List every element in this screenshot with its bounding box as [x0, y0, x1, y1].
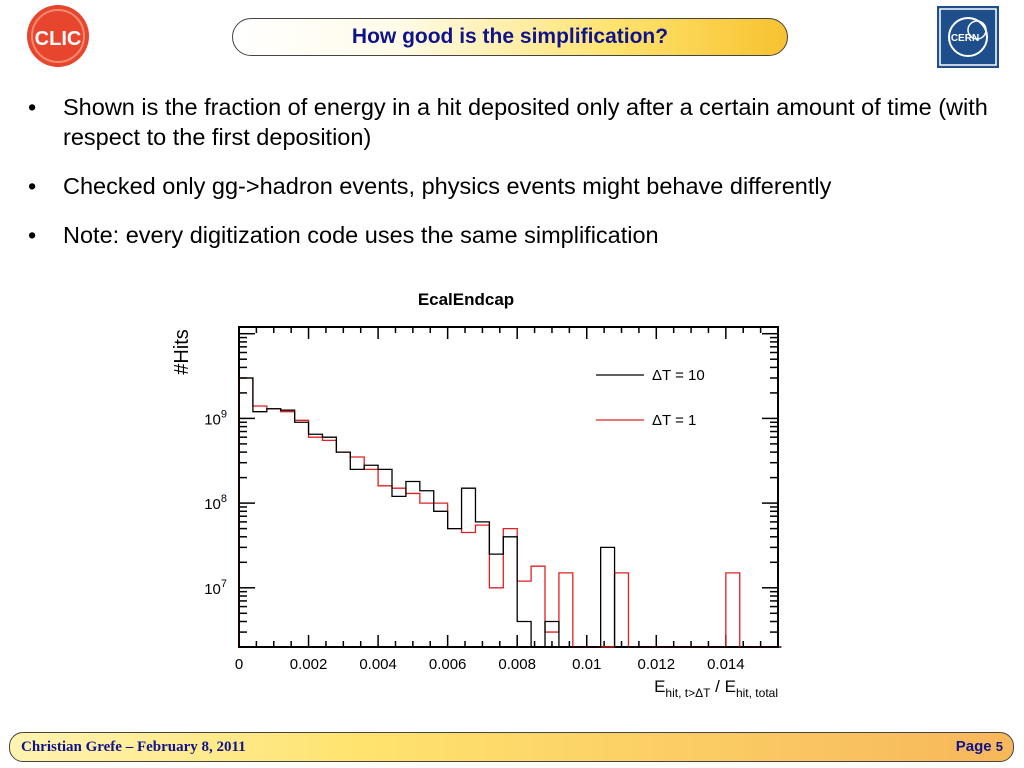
- y-tick-label: 109: [204, 408, 227, 428]
- x-tick-label: 0.01: [572, 656, 601, 673]
- series-dt10-line: [238, 377, 782, 648]
- legend-label: ΔT = 10: [652, 367, 705, 384]
- x-tick-label: 0.002: [290, 656, 328, 673]
- legend-label: ΔT = 1: [652, 412, 696, 429]
- x-tick-label: 0.012: [638, 656, 676, 673]
- page-number: 5: [995, 739, 1003, 754]
- y-tick-label: 108: [204, 493, 227, 513]
- clic-logo: CLIC: [26, 4, 90, 68]
- cern-logo: CERN: [937, 6, 999, 68]
- bullet-item: • Note: every digitization code uses the …: [28, 222, 659, 248]
- footer-page: Page 5: [956, 738, 1003, 755]
- page-label: Page: [955, 738, 992, 755]
- bullet-list: • Shown is the fraction of energy in a hi…: [28, 92, 1008, 269]
- chart-title: EcalEndcap: [418, 290, 514, 309]
- bullet-item: • Shown is the fraction of energy in a hi…: [28, 94, 988, 150]
- slide-title: How good is the simplification?: [351, 25, 669, 48]
- x-tick-label: 0: [235, 656, 243, 673]
- series-dt1-line: [238, 377, 782, 648]
- histogram-chart: EcalEndcap 0 0.002 0.004 0.006 0.008 0.01 0.012…: [171, 290, 782, 700]
- y-tick-label: 107: [204, 578, 227, 598]
- x-tick-label: 0.004: [359, 656, 397, 673]
- slide-title-banner: How good is the simplification?: [232, 18, 788, 56]
- bullet-item: • Checked only gg->hadron events, physics…: [28, 173, 832, 199]
- x-tick-label: 0.006: [429, 656, 467, 673]
- x-tick-label: 0.008: [498, 656, 536, 673]
- x-tick-label: 0.014: [707, 656, 745, 673]
- footer-bar: Christian Grefe – February 8, 2011 Page …: [9, 732, 1014, 762]
- cern-logo-text: CERN: [951, 33, 979, 44]
- footer-author-date: Christian Grefe – February 8, 2011: [21, 739, 246, 755]
- x-axis-label: Ehit, t>ΔT / Ehit, total: [654, 677, 778, 700]
- y-axis-label: #Hits: [171, 329, 193, 375]
- clic-logo-text: CLIC: [35, 28, 82, 50]
